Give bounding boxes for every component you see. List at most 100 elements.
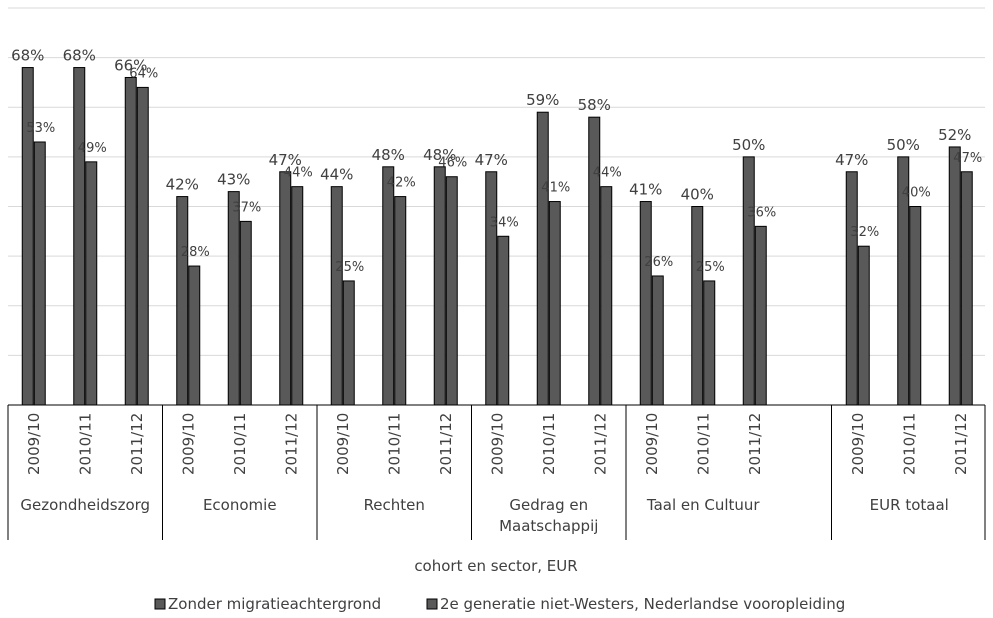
data-label-zonder-migratieachtergrond: 66% [114,56,147,74]
tick-label-cohort: 2011/12 [437,413,455,475]
bar-zonder-migratieachtergrond [73,67,86,406]
bar-zonder-migratieachtergrond [124,76,137,406]
bar-2e-generatie [960,171,973,406]
bar-2e-generatie [651,275,664,406]
data-label-zonder-migratieachtergrond: 58% [578,96,611,114]
data-label-2e-generatie: 44% [593,166,622,181]
bar-zonder-migratieachtergrond [639,201,652,406]
tick-label-cohort: 2010/11 [900,413,918,475]
data-label-2e-generatie: 64% [129,66,158,81]
data-label-2e-generatie: 49% [78,141,107,156]
legend-swatch [154,598,166,610]
bar-zonder-migratieachtergrond [176,196,189,406]
bar-2e-generatie [857,245,870,406]
bar-zonder-migratieachtergrond [433,166,446,406]
data-label-zonder-migratieachtergrond: 48% [423,146,456,164]
data-label-zonder-migratieachtergrond: 50% [887,136,920,154]
group-label: Rechten [364,496,425,514]
bar-2e-generatie [136,86,149,406]
data-label-2e-generatie: 40% [902,186,931,201]
tick-label-cohort: 2011/12 [282,413,300,475]
data-label-zonder-migratieachtergrond: 40% [681,186,714,204]
tick-label-cohort: 2010/11 [694,413,712,475]
bar-2e-generatie [85,161,98,406]
bar-zonder-migratieachtergrond [845,171,858,406]
bar-zonder-migratieachtergrond [279,171,292,406]
bar-zonder-migratieachtergrond [536,111,549,406]
group-label: Gedrag en [509,496,588,514]
data-label-zonder-migratieachtergrond: 59% [526,91,559,109]
bar-2e-generatie [394,196,407,406]
data-label-2e-generatie: 44% [284,166,313,181]
bar-zonder-migratieachtergrond [588,116,601,406]
data-label-zonder-migratieachtergrond: 50% [732,136,765,154]
tick-label-cohort: 2011/12 [128,413,146,475]
data-label-zonder-migratieachtergrond: 47% [835,151,868,169]
legend-label: Zonder migratieachtergrond [168,595,381,613]
data-label-2e-generatie: 32% [850,225,879,240]
data-label-zonder-migratieachtergrond: 41% [629,181,662,199]
data-label-zonder-migratieachtergrond: 48% [372,146,405,164]
data-label-zonder-migratieachtergrond: 68% [11,47,44,65]
bar-2e-generatie [291,186,304,406]
bar-2e-generatie [33,141,46,406]
data-label-zonder-migratieachtergrond: 44% [320,166,353,184]
data-labels: 68%53%68%49%66%64%42%28%43%37%47%44% 44%2… [11,47,982,275]
group-label: Gezondheidszorg [20,496,150,514]
legend: Zonder migratieachtergrond 2e generatie n… [154,595,845,613]
tick-label-cohort: 2009/10 [25,413,43,475]
bar-2e-generatie [497,235,510,406]
tick-label-cohort: 2011/12 [746,413,764,475]
data-label-2e-generatie: 28% [181,245,210,260]
tick-label-cohort: 2009/10 [179,413,197,475]
tick-label-cohort: 2009/10 [643,413,661,475]
data-label-2e-generatie: 34% [490,215,519,230]
data-label-zonder-migratieachtergrond: 47% [269,151,302,169]
data-label-zonder-migratieachtergrond: 52% [938,126,971,144]
data-label-2e-generatie: 37% [232,200,261,215]
data-label-2e-generatie: 41% [541,181,570,196]
bar-zonder-migratieachtergrond [742,156,755,406]
data-label-2e-generatie: 42% [387,176,416,191]
tick-label-cohort: 2010/11 [231,413,249,475]
tick-label-cohort: 2011/12 [591,413,609,475]
data-label-2e-generatie: 46% [438,156,467,171]
data-label-zonder-migratieachtergrond: 43% [217,171,250,189]
tick-label-cohort: 2011/12 [952,413,970,475]
category-axis: 2009/10 2010/11 2011/12 2009/10 2010/11 2011/… [7,404,986,540]
bar-zonder-migratieachtergrond [485,171,498,406]
tick-label-cohort: 2010/11 [76,413,94,475]
legend-label: 2e generatie niet-Westers, Nederlandse v… [440,595,845,613]
data-label-zonder-migratieachtergrond: 68% [63,47,96,65]
data-label-zonder-migratieachtergrond: 47% [475,151,508,169]
bar-zonder-migratieachtergrond [691,206,704,406]
bar-zonder-migratieachtergrond [21,67,34,406]
bar-2e-generatie [239,220,252,406]
data-label-zonder-migratieachtergrond: 42% [166,176,199,194]
bar-2e-generatie [909,206,922,406]
bar-2e-generatie [445,176,458,406]
group-label: EUR totaal [870,496,949,514]
bar-2e-generatie [600,186,613,406]
data-label-2e-generatie: 25% [696,260,725,275]
bar-zonder-migratieachtergrond [948,146,961,406]
bar-zonder-migratieachtergrond [330,186,343,406]
data-label-2e-generatie: 25% [335,260,364,275]
bar-2e-generatie [342,280,355,406]
bar-zonder-migratieachtergrond [227,191,240,406]
tick-label-cohort: 2010/11 [385,413,403,475]
data-label-2e-generatie: 36% [747,205,776,220]
group-label: Economie [203,496,277,514]
data-label-2e-generatie: 26% [644,255,673,270]
group-label: Taal en Cultuur [646,496,761,514]
tick-label-cohort: 2009/10 [334,413,352,475]
legend-swatch [426,598,438,610]
tick-label-cohort: 2010/11 [540,413,558,475]
tick-label-cohort: 2009/10 [488,413,506,475]
bar-2e-generatie [548,201,561,406]
tick-label-cohort: 2009/10 [849,413,867,475]
x-axis-title: cohort en sector, EUR [414,557,577,575]
data-label-2e-generatie: 47% [953,151,982,166]
data-label-2e-generatie: 53% [26,121,55,136]
